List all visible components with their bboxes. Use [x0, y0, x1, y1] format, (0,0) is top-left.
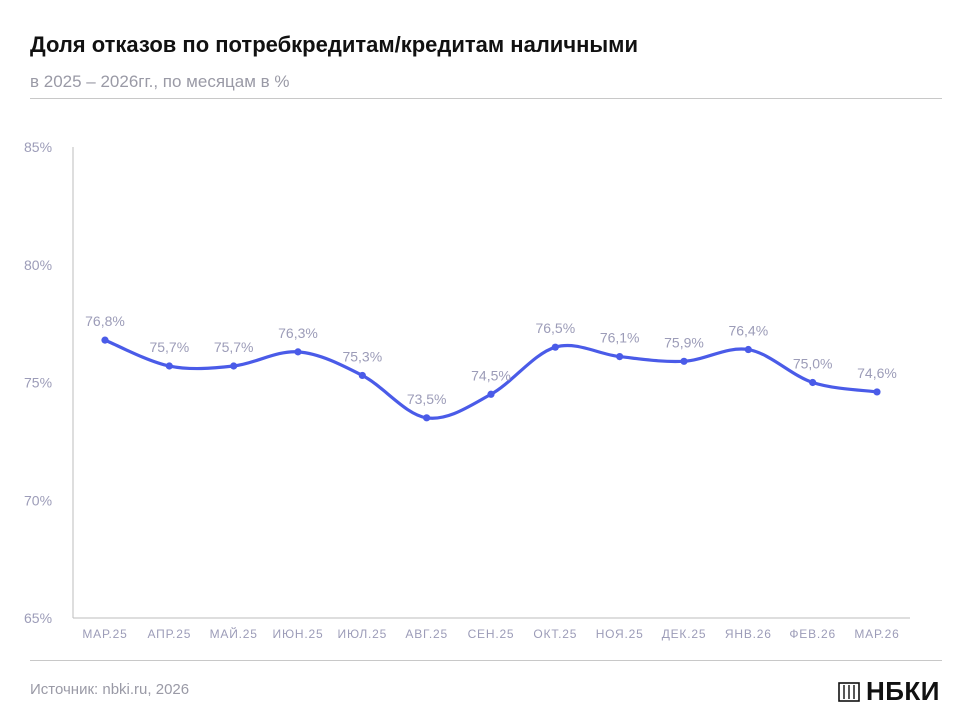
data-label: 75,0% — [793, 356, 833, 372]
data-point — [165, 362, 173, 370]
y-tick-label: 65% — [24, 610, 52, 626]
data-point — [294, 348, 302, 356]
x-tick-label: ДЕК.25 — [662, 627, 707, 641]
x-tick-label: ИЮЛ.25 — [338, 627, 388, 641]
x-tick-label: ОКТ.25 — [533, 627, 577, 641]
x-tick-label: СЕН.25 — [468, 627, 515, 641]
x-tick-label: ЯНВ.26 — [725, 627, 772, 641]
data-point — [101, 336, 109, 344]
nbki-logo: НБКИ — [838, 676, 940, 707]
data-point — [616, 352, 624, 361]
data-label: 76,4% — [728, 323, 768, 339]
data-point — [680, 357, 688, 365]
x-tick-label: ИЮН.25 — [273, 627, 324, 641]
y-tick-label: 75% — [24, 375, 52, 391]
data-label: 75,7% — [149, 339, 189, 355]
data-point — [873, 388, 881, 396]
data-point — [809, 378, 817, 387]
x-tick-label: МАР.26 — [854, 627, 899, 641]
header-divider — [30, 98, 942, 99]
data-label: 76,3% — [278, 325, 318, 341]
logo-icon — [838, 681, 860, 702]
data-label: 74,6% — [857, 365, 897, 381]
x-tick-label: АПР.25 — [147, 627, 191, 641]
data-point — [423, 414, 431, 422]
y-tick-label: 85% — [24, 139, 52, 155]
x-tick-label: НОЯ.25 — [596, 627, 644, 641]
data-point — [358, 371, 366, 380]
data-label: 73,5% — [407, 391, 447, 407]
x-tick-label: МАР.25 — [82, 627, 127, 641]
data-label: 76,8% — [85, 313, 125, 329]
data-label: 74,5% — [471, 367, 511, 383]
logo-text: НБКИ — [865, 676, 940, 706]
y-tick-label: 80% — [24, 257, 52, 273]
data-point — [230, 362, 238, 370]
x-tick-label: АВГ.25 — [405, 627, 448, 641]
footer-divider — [30, 660, 942, 661]
data-label: 75,7% — [214, 339, 254, 355]
line-chart: 85% 80% 75% 70% 65% МАР.25 АПР.25 МАЙ.25 ИЮН.25 И… — [24, 139, 910, 641]
data-point — [551, 343, 559, 351]
chart-subtitle: в 2025 – 2026гг., по месяцам в % — [30, 72, 290, 91]
data-label: 76,1% — [600, 330, 640, 346]
y-tick-label: 70% — [24, 492, 52, 508]
data-label: 76,5% — [535, 320, 575, 336]
data-label: 75,3% — [342, 348, 382, 364]
x-tick-label: МАЙ.25 — [210, 626, 258, 641]
chart-title: Доля отказов по потребкредитам/кредитам … — [30, 32, 638, 57]
data-label: 75,9% — [664, 334, 704, 350]
data-point — [487, 390, 495, 398]
x-tick-label: ФЕВ.26 — [789, 627, 836, 641]
source-note: Источник: nbki.ru, 2026 — [30, 681, 190, 698]
data-point — [744, 345, 752, 354]
